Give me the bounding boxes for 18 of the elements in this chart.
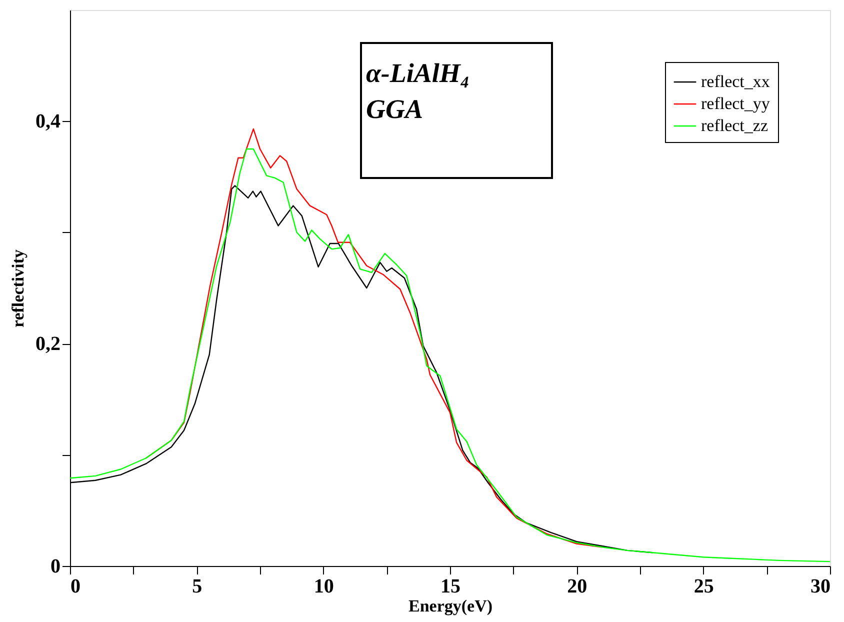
y-tick-label: 0	[50, 556, 60, 578]
x-tick-label: 20	[567, 576, 588, 598]
legend-label: reflect_xx	[701, 72, 770, 91]
annotation: α-LiAlH₄	[366, 58, 470, 88]
x-axis-title: Energy(eV)	[408, 596, 493, 616]
line-series	[69, 148, 831, 562]
y-axis-title: reflectivity	[8, 248, 28, 328]
x-tick-label: 10	[314, 576, 334, 598]
x-tick-label: 30	[810, 576, 830, 598]
annotation: GGA	[366, 94, 424, 124]
x-tick-label: 25	[694, 576, 714, 598]
x-tick-label: 5	[192, 576, 202, 598]
x-tick-label: 15	[440, 576, 460, 598]
y-tick-label: 0,4	[36, 110, 60, 133]
legend-label: reflect_zz	[701, 116, 768, 135]
y-tick-label: 0,2	[36, 333, 60, 356]
x-tick-label: 0	[70, 576, 80, 598]
legend-label: reflect_yy	[701, 94, 770, 113]
